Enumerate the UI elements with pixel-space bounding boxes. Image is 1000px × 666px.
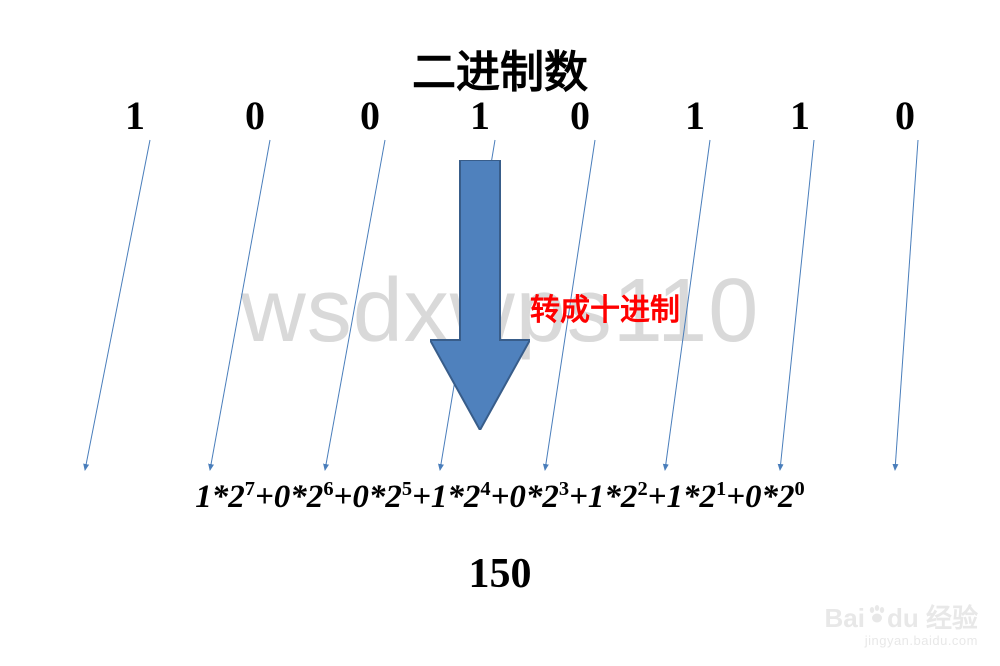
diagram-title: 二进制数 [0, 36, 1000, 100]
formula-expression: 1*27+0*26+0*25+1*24+0*23+1*22+1*21+0*20 [0, 478, 1000, 516]
result-value: 150 [0, 550, 1000, 598]
binary-bit: 0 [560, 92, 600, 139]
binary-bit: 1 [460, 92, 500, 139]
binary-bit: 0 [350, 92, 390, 139]
binary-bit: 1 [675, 92, 715, 139]
binary-bit: 0 [885, 92, 925, 139]
convert-label: 转成十进制 [530, 285, 680, 329]
binary-bit: 1 [780, 92, 820, 139]
source-watermark: Baidu 经验 jingyan.baidu.com [825, 604, 978, 648]
paw-icon [867, 604, 887, 626]
baidu-url: jingyan.baidu.com [825, 634, 978, 648]
binary-bit: 1 [115, 92, 155, 139]
binary-row: 1 0 0 1 0 1 1 0 [0, 92, 1000, 142]
baidu-cn: 经验 [926, 604, 978, 633]
down-arrow-icon [430, 160, 530, 430]
binary-bit: 0 [235, 92, 275, 139]
baidu-brand: Bai [825, 603, 865, 633]
baidu-brand2: du [887, 603, 919, 633]
